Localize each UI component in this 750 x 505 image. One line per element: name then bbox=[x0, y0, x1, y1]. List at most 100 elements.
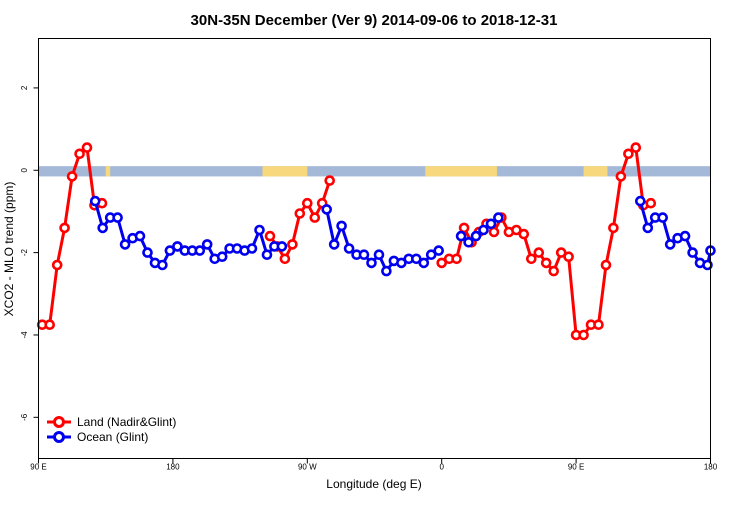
data-point bbox=[418, 257, 430, 269]
y-axis-label: XCO2 - MLO trend (ppm) bbox=[2, 182, 16, 317]
data-point bbox=[381, 265, 392, 277]
data-point bbox=[336, 220, 347, 232]
land-sea-bar bbox=[38, 166, 711, 177]
data-point bbox=[396, 257, 407, 269]
data-point bbox=[623, 148, 634, 160]
data-point bbox=[301, 197, 313, 209]
data-point bbox=[436, 257, 448, 269]
data-point bbox=[97, 222, 108, 234]
data-point bbox=[563, 251, 574, 263]
series-line bbox=[638, 200, 712, 267]
y-tick-label: 2 bbox=[20, 85, 29, 90]
y-tick-label: -6 bbox=[20, 413, 29, 421]
data-point bbox=[540, 257, 552, 269]
data-point bbox=[261, 249, 273, 260]
data-point bbox=[634, 195, 646, 207]
data-point bbox=[687, 247, 698, 258]
land-band bbox=[105, 166, 111, 177]
ocean-band bbox=[38, 166, 711, 177]
data-point bbox=[533, 247, 545, 258]
x-tick-label: 0 bbox=[439, 463, 444, 472]
data-point bbox=[433, 245, 445, 256]
data-point bbox=[201, 239, 213, 250]
land-band bbox=[425, 166, 497, 177]
data-point bbox=[578, 329, 589, 341]
data-point bbox=[548, 265, 560, 277]
land-band bbox=[262, 166, 308, 177]
data-point bbox=[324, 175, 336, 186]
data-point bbox=[410, 253, 422, 265]
data-point bbox=[172, 241, 183, 252]
data-point bbox=[645, 197, 657, 209]
data-point bbox=[702, 259, 713, 271]
data-point bbox=[478, 224, 489, 236]
data-point bbox=[279, 253, 291, 265]
data-point bbox=[51, 259, 63, 271]
data-point bbox=[458, 222, 470, 234]
y-tick-label: -4 bbox=[20, 331, 29, 339]
data-point bbox=[608, 222, 619, 234]
data-point bbox=[164, 245, 176, 256]
data-point bbox=[321, 204, 333, 215]
data-point bbox=[525, 253, 537, 265]
data-point bbox=[630, 142, 642, 153]
x-tick-label: 180 bbox=[704, 463, 718, 472]
x-tick-label: 180 bbox=[166, 463, 180, 472]
data-point bbox=[112, 212, 123, 223]
data-point bbox=[74, 148, 85, 160]
x-tick-label: 90 W bbox=[298, 463, 317, 472]
data-point bbox=[44, 319, 56, 331]
data-point bbox=[119, 239, 131, 250]
data-point bbox=[642, 222, 654, 234]
data-point bbox=[679, 230, 691, 242]
data-point bbox=[488, 226, 500, 238]
data-point bbox=[463, 237, 474, 248]
land-band bbox=[583, 166, 608, 177]
data-point bbox=[593, 319, 604, 331]
legend-ocean-label: Ocean (Glint) bbox=[77, 430, 148, 444]
data-point bbox=[81, 142, 93, 153]
data-point bbox=[373, 249, 385, 260]
series-1 bbox=[89, 195, 716, 277]
data-point bbox=[89, 195, 101, 207]
data-point bbox=[194, 245, 206, 256]
data-point bbox=[142, 247, 153, 258]
x-axis: 90 E 180 90 W 0 90 E 180 bbox=[30, 458, 718, 472]
data-point bbox=[309, 212, 321, 223]
data-point bbox=[518, 228, 530, 240]
data-point bbox=[657, 212, 669, 223]
data-point bbox=[615, 171, 627, 182]
data-point bbox=[470, 230, 482, 242]
chart-title: 30N-35N December (Ver 9) 2014-09-06 to 2… bbox=[191, 12, 558, 29]
data-point bbox=[328, 239, 340, 250]
y-axis: 2 0 -2 -4 -6 bbox=[20, 85, 39, 421]
legend-land-label: Land (Nadir&Glint) bbox=[77, 415, 176, 429]
legend-land-marker bbox=[53, 416, 65, 428]
data-point bbox=[343, 243, 355, 254]
series-line bbox=[93, 200, 282, 267]
plot-frame bbox=[38, 38, 711, 459]
data-point bbox=[59, 222, 70, 234]
data-point bbox=[264, 230, 276, 242]
data-point bbox=[246, 243, 258, 254]
data-point bbox=[134, 230, 146, 242]
data-point bbox=[216, 251, 228, 263]
data-point bbox=[366, 257, 377, 269]
data-point bbox=[511, 224, 522, 236]
data-point bbox=[276, 241, 288, 252]
data-point bbox=[600, 259, 612, 271]
x-tick-label: 90 E bbox=[30, 463, 46, 472]
data-point bbox=[66, 171, 78, 182]
data-point bbox=[157, 259, 168, 271]
x-axis-label: Longitude (deg E) bbox=[326, 477, 421, 491]
plot-content bbox=[36, 142, 716, 341]
data-point bbox=[287, 239, 298, 250]
data-point bbox=[358, 249, 370, 260]
x-tick-label: 90 E bbox=[568, 463, 584, 472]
legend-ocean-marker bbox=[53, 431, 65, 443]
legend-item-ocean: Ocean (Glint) bbox=[47, 430, 148, 444]
data-point bbox=[451, 253, 462, 265]
data-point bbox=[294, 208, 306, 219]
